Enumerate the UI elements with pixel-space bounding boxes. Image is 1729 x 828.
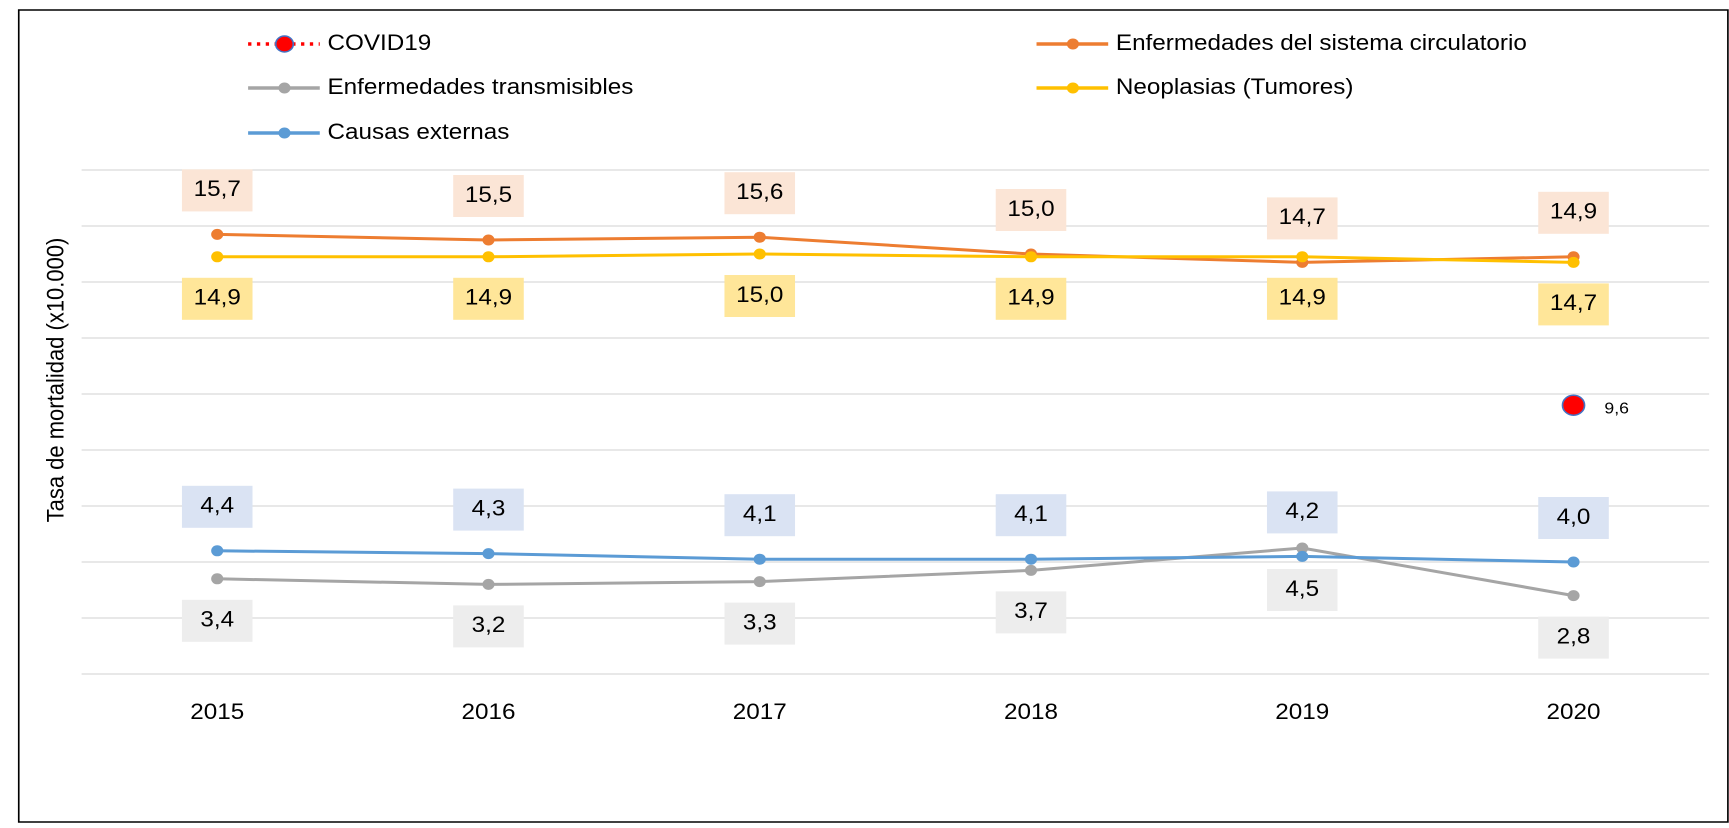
data-label: 4,3 <box>472 495 506 520</box>
data-label-box <box>1266 569 1338 611</box>
y-axis-label: Tasa de mortalidad (x10.000) <box>42 238 69 523</box>
data-label-box <box>181 485 253 528</box>
data-label: 3,3 <box>743 609 777 634</box>
series-line <box>217 252 1574 264</box>
data-point <box>1567 556 1580 568</box>
data-label: 4,4 <box>200 493 234 518</box>
series-line <box>217 549 1574 564</box>
data-label-box <box>724 172 796 215</box>
data-label: 4,2 <box>1285 498 1319 523</box>
data-label-box <box>1538 616 1609 659</box>
data-point <box>211 251 224 263</box>
data-label-box <box>453 605 524 648</box>
legend-swatch <box>278 127 291 139</box>
data-point <box>482 251 495 263</box>
data-label-box <box>181 277 253 320</box>
x-tick-label: 2016 <box>462 699 516 724</box>
data-label-box <box>724 275 796 317</box>
legend-label: Neoplasias (Tumores) <box>1116 74 1354 99</box>
data-label-box <box>995 591 1067 634</box>
data-label-box <box>724 494 796 537</box>
x-tick-label: 2017 <box>733 699 787 724</box>
data-label: 15,0 <box>736 282 783 307</box>
data-label: 4,1 <box>1014 501 1048 526</box>
data-point <box>482 578 495 590</box>
data-point <box>1561 394 1586 416</box>
data-label-box <box>1538 283 1609 326</box>
data-point <box>753 248 766 260</box>
data-point <box>753 576 766 588</box>
data-label-box <box>1266 197 1338 240</box>
data-point <box>482 234 495 246</box>
chart-border <box>17 9 1729 823</box>
data-label: 15,7 <box>194 176 241 201</box>
legend-label: Causas externas <box>327 119 509 144</box>
data-point <box>1296 550 1309 562</box>
data-point <box>1024 251 1038 263</box>
data-label: 14,9 <box>1007 285 1054 310</box>
data-label-box <box>995 494 1067 537</box>
data-label-box <box>1538 497 1609 539</box>
data-label-box <box>1538 191 1609 234</box>
data-label: 14,9 <box>194 285 241 310</box>
data-label: 14,9 <box>1550 199 1597 224</box>
data-label: 4,0 <box>1557 504 1591 529</box>
data-label: 14,9 <box>1279 285 1326 310</box>
data-label: 15,0 <box>1007 196 1054 221</box>
data-label-box <box>995 189 1067 231</box>
data-point <box>211 545 224 557</box>
data-label: 14,9 <box>465 285 512 310</box>
legend-swatch <box>1066 82 1079 94</box>
legend-swatch <box>278 82 291 94</box>
data-point <box>1567 256 1580 268</box>
legend-swatch <box>1066 38 1079 50</box>
data-point <box>1296 542 1309 554</box>
data-point <box>1024 553 1038 565</box>
data-label: 3,4 <box>200 607 234 632</box>
data-point <box>211 573 224 585</box>
data-label-box <box>724 602 796 645</box>
legend-label: Enfermedades transmisibles <box>327 74 633 99</box>
data-point <box>1567 590 1580 602</box>
data-label-box <box>453 488 524 531</box>
x-tick-label: 2019 <box>1275 699 1329 724</box>
legend-label: Enfermedades del sistema circulatorio <box>1116 30 1527 55</box>
data-label: 14,7 <box>1550 290 1597 315</box>
data-label-box <box>181 169 253 212</box>
x-tick-label: 2018 <box>1004 699 1058 724</box>
data-label-box <box>453 175 524 217</box>
data-point <box>482 548 495 560</box>
data-point <box>753 231 766 243</box>
data-point <box>1296 251 1309 263</box>
data-label-box <box>1266 277 1338 320</box>
series-line <box>217 232 1574 264</box>
x-tick-label: 2020 <box>1547 699 1601 724</box>
data-label-box <box>1266 491 1338 534</box>
data-label: 3,7 <box>1014 598 1048 623</box>
data-label: 15,6 <box>736 179 783 204</box>
data-point <box>1024 564 1038 576</box>
data-label: 15,5 <box>465 182 512 207</box>
data-label: 9,6 <box>1604 399 1629 417</box>
data-label: 14,7 <box>1279 204 1326 229</box>
data-label-box <box>181 599 253 642</box>
legend-swatch <box>274 35 295 53</box>
data-label: 4,1 <box>743 501 777 526</box>
x-tick-label: 2015 <box>190 699 244 724</box>
data-point <box>211 228 224 240</box>
data-label-box <box>995 277 1067 320</box>
data-label: 4,5 <box>1285 576 1319 601</box>
legend-label: COVID19 <box>327 30 431 55</box>
data-label-box <box>453 277 524 320</box>
data-point <box>753 553 766 565</box>
data-label: 2,8 <box>1557 623 1591 648</box>
data-label: 3,2 <box>472 612 506 637</box>
